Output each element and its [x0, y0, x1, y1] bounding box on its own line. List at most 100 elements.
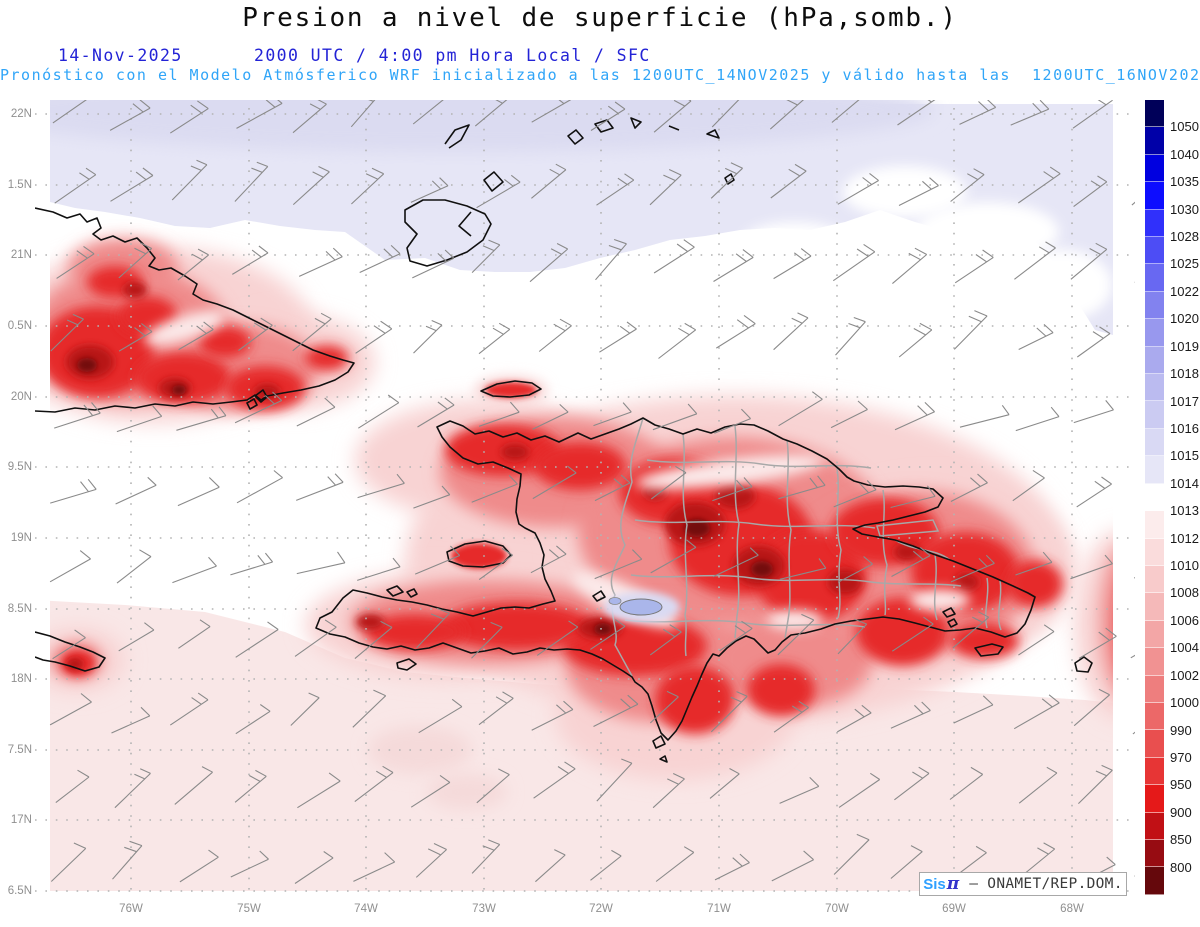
coastline-cayemites — [406, 588, 418, 598]
wind-barb — [709, 768, 740, 799]
colorbar-label: 970 — [1170, 749, 1192, 765]
wind-barb — [777, 613, 815, 656]
coastline-plana-cays — [444, 124, 470, 149]
wind-barb — [649, 624, 682, 656]
wind-barb — [898, 322, 933, 358]
wind-barb — [359, 244, 401, 273]
colorbar-label: 1025 — [1170, 256, 1199, 272]
coastline-ile-a-vache — [396, 658, 417, 671]
wind-barb — [177, 477, 220, 507]
wind-barb — [416, 607, 450, 649]
wind-barb — [531, 100, 572, 123]
wind-barb — [50, 842, 87, 882]
samana-bay-border — [876, 519, 940, 537]
wind-barb — [410, 774, 451, 808]
wind-barb — [230, 850, 269, 878]
colorbar-segment — [1145, 291, 1164, 320]
lat-label: 18N — [10, 673, 32, 685]
wind-barb — [357, 473, 405, 499]
wind-barb — [714, 853, 750, 881]
model-subtitle: Pronóstico con el Modelo Atmósferico WRF… — [0, 66, 1200, 84]
wind-barb — [770, 163, 807, 199]
colorbar-segment — [1145, 620, 1164, 649]
wind-barb — [109, 100, 151, 131]
colorbar-segment — [1145, 648, 1164, 676]
colorbar-segment — [1145, 182, 1164, 210]
wind-barb — [1013, 694, 1060, 730]
wind-barb — [712, 477, 753, 502]
wind-barb — [354, 765, 394, 803]
colorbar-segment — [1145, 730, 1164, 758]
coastline-caicos — [567, 129, 584, 145]
lon-label: 75W — [237, 903, 261, 915]
wind-barb — [833, 833, 870, 875]
wind-barb — [238, 317, 273, 351]
wind-barb — [118, 323, 153, 352]
lat-label: 19N — [10, 532, 32, 544]
colorbar-segment — [1145, 867, 1164, 895]
colorbar-label: 1004 — [1170, 640, 1199, 656]
wind-barb — [833, 480, 877, 508]
wind-barb — [52, 629, 86, 660]
wind-barb — [415, 843, 447, 878]
wind-barb — [171, 159, 208, 201]
coastline-caicos — [594, 119, 614, 133]
wind-barb — [1018, 624, 1055, 656]
lon-label: 76W — [119, 903, 143, 915]
lat-label: 22N — [10, 108, 32, 120]
wind-barb — [111, 706, 151, 734]
wind-barb — [594, 549, 643, 580]
coastline-bay-islet — [592, 590, 606, 602]
wind-barb — [599, 321, 637, 353]
lat-label: 1.5N — [7, 179, 32, 191]
wind-barb — [594, 474, 631, 502]
pi-icon: π — [946, 874, 960, 894]
wind-barb — [831, 100, 860, 123]
wind-barb — [478, 401, 520, 427]
wind-barb — [773, 700, 809, 733]
field-bottom-margin — [35, 891, 1135, 897]
wind-barb — [118, 622, 155, 652]
wind-barb — [832, 243, 876, 282]
colorbar-segment — [1145, 702, 1164, 731]
wind-barb — [412, 249, 455, 279]
lat-label: 20N — [10, 391, 32, 403]
wind-barb — [710, 162, 743, 199]
wind-barb — [890, 845, 923, 879]
lat-label: 0.5N — [7, 320, 32, 332]
coastline-jamaica — [35, 631, 106, 672]
wind-barb — [169, 692, 209, 726]
wind-barb — [530, 545, 567, 574]
wind-barb — [529, 243, 569, 283]
wind-barb — [49, 693, 92, 726]
coastline-caicos — [668, 125, 680, 131]
wind-barb — [478, 691, 514, 726]
ocean-north-deep-band — [35, 100, 935, 152]
attribution-badge: Sis π – ONAMET/REP.DOM. — [919, 872, 1127, 896]
lat-label: 17N — [10, 814, 32, 826]
coastline-alto-velo — [659, 755, 668, 763]
colorbar-label: 1019 — [1170, 338, 1199, 354]
wind-barb — [1076, 476, 1112, 508]
wind-barb — [1070, 242, 1108, 280]
wind-barb — [471, 621, 503, 659]
coastlines — [35, 117, 1093, 763]
wind-barb — [236, 470, 283, 504]
wind-barb — [296, 551, 346, 575]
colorbar-label: 900 — [1170, 804, 1192, 820]
attribution-text: – ONAMET/REP.DOM. — [960, 876, 1123, 892]
wind-barb — [354, 620, 393, 660]
wind-barb — [471, 475, 518, 503]
wind-barb — [716, 314, 756, 349]
wind-barb — [652, 403, 698, 431]
colorbar-segment — [1145, 785, 1164, 813]
wind-barb — [476, 768, 510, 804]
wind-barb — [532, 465, 577, 500]
wind-barb — [653, 100, 692, 133]
wind-barb — [358, 394, 400, 429]
coastline-grand-turk — [724, 173, 735, 185]
wind-barb — [1070, 554, 1113, 580]
wind-barb — [1014, 241, 1056, 280]
colorbar-label: 1040 — [1170, 146, 1199, 162]
colorbar-label: 1030 — [1170, 201, 1199, 217]
